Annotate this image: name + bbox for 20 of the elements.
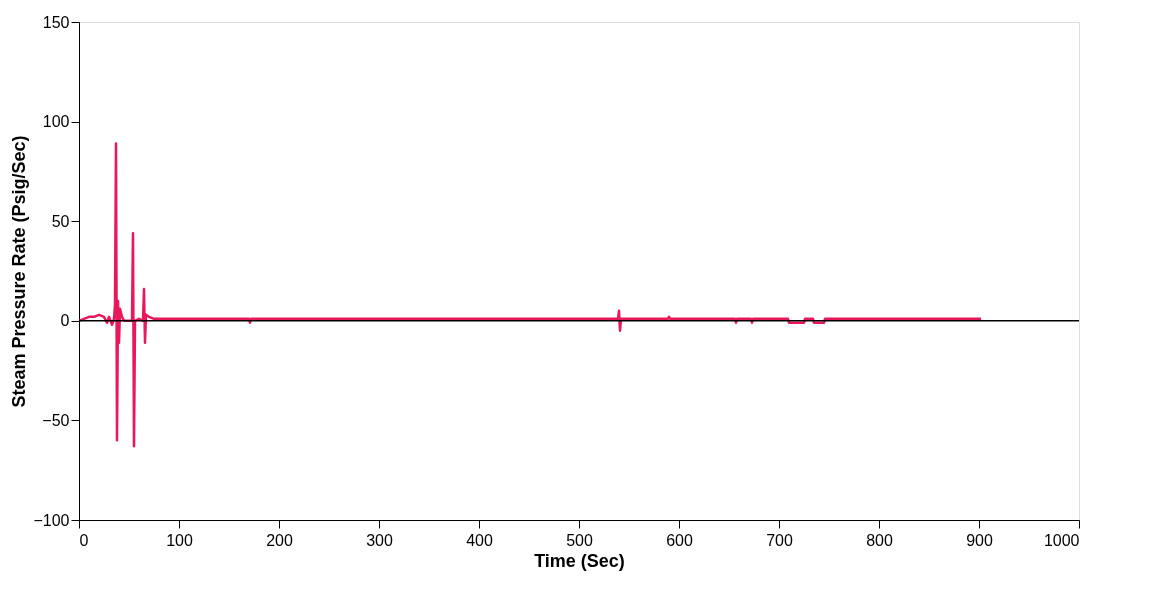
x-tick-label: 100 bbox=[166, 531, 193, 549]
x-tick-label: 0 bbox=[79, 531, 89, 549]
y-axis-title: Steam Pressure Rate (Psig/Sec) bbox=[9, 135, 30, 408]
y-tick-label: 50 bbox=[51, 212, 70, 230]
x-tick-label: 300 bbox=[366, 531, 393, 549]
x-tick-label: 900 bbox=[966, 531, 993, 549]
x-axis-title: Time (Sec) bbox=[534, 550, 625, 571]
y-tick-label: −100 bbox=[33, 511, 70, 529]
y-tick-label: 100 bbox=[42, 113, 70, 131]
x-tick-label: 800 bbox=[866, 531, 893, 549]
x-tick-label: 700 bbox=[766, 531, 793, 549]
x-tick-label: 200 bbox=[266, 531, 293, 549]
x-tick-label: 400 bbox=[466, 531, 493, 549]
y-tick-label: 150 bbox=[42, 13, 70, 31]
y-tick-label: 0 bbox=[60, 312, 70, 330]
x-tick-label: 600 bbox=[666, 531, 693, 549]
line-series bbox=[77, 142, 983, 448]
x-tick-label: 500 bbox=[566, 531, 593, 549]
y-tick-label: −50 bbox=[42, 411, 70, 429]
x-tick-label: 1000 bbox=[1043, 531, 1080, 549]
